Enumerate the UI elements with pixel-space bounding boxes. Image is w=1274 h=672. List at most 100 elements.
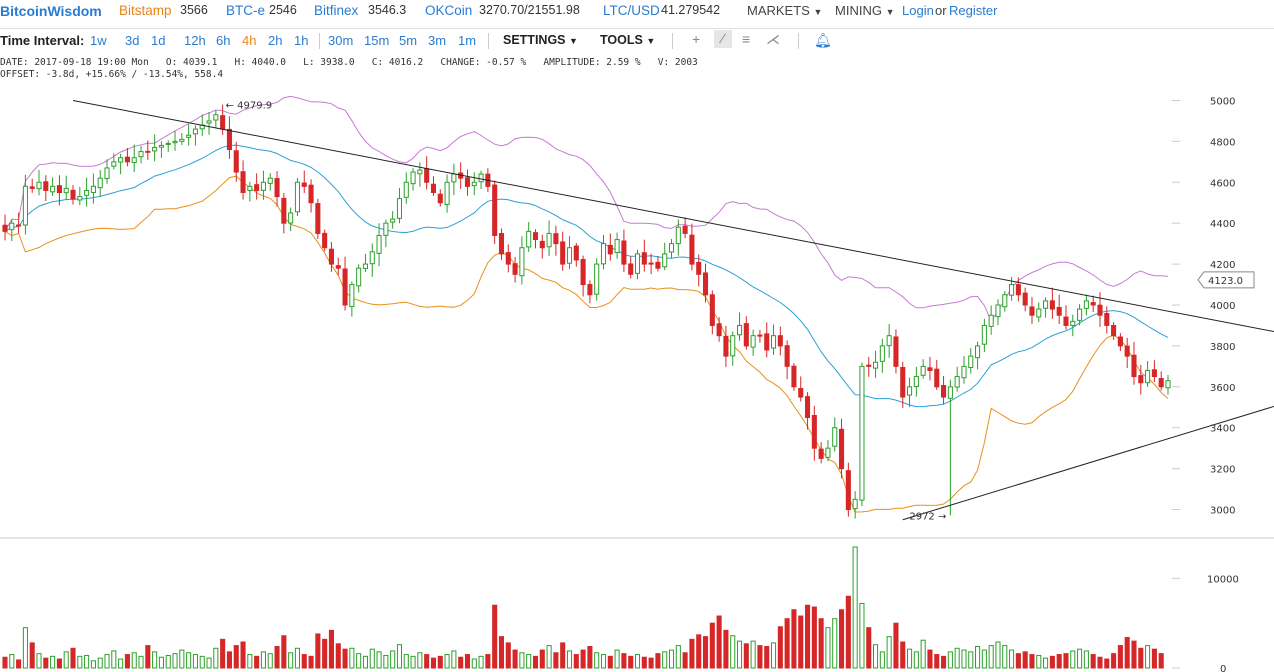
candle-body: [1063, 316, 1069, 326]
volume-bar: [70, 647, 76, 669]
volume-bar: [723, 629, 729, 669]
volume-bar: [301, 654, 307, 669]
volume-bar: [920, 639, 926, 669]
exchange-okcoin-link[interactable]: OKCoin: [425, 3, 473, 18]
volume-bar: [1002, 645, 1008, 669]
bollinger-upper-line: [4, 95, 1169, 323]
candle-body: [1131, 354, 1137, 378]
volume-bar: [403, 654, 409, 669]
volume-axis-label: 0: [1220, 664, 1226, 672]
horizontal-lines-icon[interactable]: ≡: [742, 31, 751, 47]
mining-menu[interactable]: MINING ▼: [835, 3, 895, 18]
volume-bar: [288, 652, 294, 669]
volume-bar: [634, 654, 641, 669]
low-price-annotation: 2972 →: [909, 511, 946, 522]
candle-body: [594, 263, 600, 295]
interval-4h-button[interactable]: 4h: [242, 33, 257, 48]
volume-bar: [410, 655, 416, 669]
volume-bar: [546, 645, 552, 669]
volume-bar: [526, 654, 532, 669]
volume-bar: [859, 602, 865, 669]
exchange-ltcusd-link[interactable]: LTC/USD: [603, 3, 660, 18]
candle-body: [662, 253, 668, 268]
interval-1h-button[interactable]: 1h: [294, 33, 309, 48]
volume-bar: [9, 654, 15, 669]
volume-bar: [97, 657, 103, 669]
volume-bar: [811, 606, 817, 669]
candle-body: [478, 173, 484, 183]
interval-6h-button[interactable]: 6h: [216, 33, 231, 48]
line-tool-icon[interactable]: ⁄: [714, 30, 732, 48]
candle-body: [206, 120, 212, 124]
top-navigation-bar: BitcoinWisdom Bitstamp 3566 BTC-e 2546 B…: [0, 0, 1274, 24]
settings-menu[interactable]: SETTINGS ▼: [503, 33, 578, 47]
candle-body: [600, 243, 607, 265]
volume-bar: [199, 655, 205, 669]
volume-bar: [628, 655, 634, 669]
candle-body: [723, 335, 729, 357]
candle-body: [50, 185, 56, 193]
register-link[interactable]: Register: [949, 3, 998, 18]
volume-bar: [696, 634, 702, 669]
volume-bar: [553, 652, 559, 669]
crosshair-icon[interactable]: +: [692, 31, 701, 47]
markets-menu[interactable]: MARKETS ▼: [747, 3, 822, 18]
volume-bar: [995, 641, 1001, 669]
interval-12h-button[interactable]: 12h: [184, 33, 206, 48]
toolbar-divider: [319, 33, 320, 49]
candle-body: [689, 234, 695, 265]
toolbar-divider: [488, 33, 489, 49]
volume-bar: [220, 638, 226, 669]
interval-1m-button[interactable]: 1m: [458, 33, 477, 48]
candle-body: [519, 247, 525, 277]
exchange-bitstamp-price: 3566: [180, 3, 208, 17]
trendline[interactable]: [72, 99, 1274, 343]
volume-bar: [1124, 637, 1130, 669]
login-link[interactable]: Login: [902, 3, 934, 18]
volume-bar: [485, 654, 491, 669]
ohlc-info-panel: DATE: 2017-09-18 19:00 Mon O: 4039.1 H: …: [0, 57, 698, 81]
interval-3d-button[interactable]: 3d: [125, 33, 140, 48]
candle-body: [526, 230, 532, 248]
candle-body: [274, 178, 280, 198]
candle-body: [1090, 302, 1096, 306]
interval-15m-button[interactable]: 15m: [364, 33, 390, 48]
interval-1d-button[interactable]: 1d: [151, 33, 166, 48]
candle-body: [308, 184, 314, 204]
candle-body: [764, 333, 770, 351]
interval-1w-button[interactable]: 1w: [90, 33, 107, 48]
candle-body: [315, 203, 321, 234]
volume-bar: [1049, 655, 1055, 669]
trendline[interactable]: [902, 387, 1274, 521]
candle-body: [192, 128, 198, 135]
candle-body: [29, 186, 35, 189]
volume-bar: [1151, 648, 1157, 669]
volume-bar: [294, 647, 300, 669]
login-or-text: or: [935, 3, 947, 18]
candle-body: [424, 168, 430, 183]
interval-2h-button[interactable]: 2h: [268, 33, 283, 48]
tools-menu[interactable]: TOOLS ▼: [600, 33, 655, 47]
candle-body: [730, 335, 736, 357]
current-price-tag: [1197, 271, 1255, 289]
brand-logo-link[interactable]: BitcoinWisdom: [0, 3, 102, 19]
exchange-btce-link[interactable]: BTC-e: [226, 3, 266, 18]
candle-body: [981, 324, 987, 345]
interval-5m-button[interactable]: 5m: [399, 33, 418, 48]
candle-body: [1158, 378, 1164, 388]
fan-tool-icon[interactable]: ⋌: [766, 31, 780, 47]
candle-body: [492, 184, 498, 236]
current-price-label: 4123.0: [1208, 276, 1243, 287]
bollinger-lower-line: [4, 175, 1169, 513]
candle-body: [920, 365, 926, 376]
exchange-bitstamp-link[interactable]: Bitstamp: [119, 3, 172, 18]
interval-30m-button[interactable]: 30m: [328, 33, 354, 48]
candle-body: [390, 218, 396, 223]
candle-body: [226, 128, 232, 151]
volume-bar: [260, 651, 266, 669]
exchange-bitfinex-link[interactable]: Bitfinex: [314, 3, 359, 18]
alert-bell-icon[interactable]: 🔔︎: [814, 32, 832, 48]
candle-body: [158, 144, 164, 148]
interval-3m-button[interactable]: 3m: [428, 33, 447, 48]
